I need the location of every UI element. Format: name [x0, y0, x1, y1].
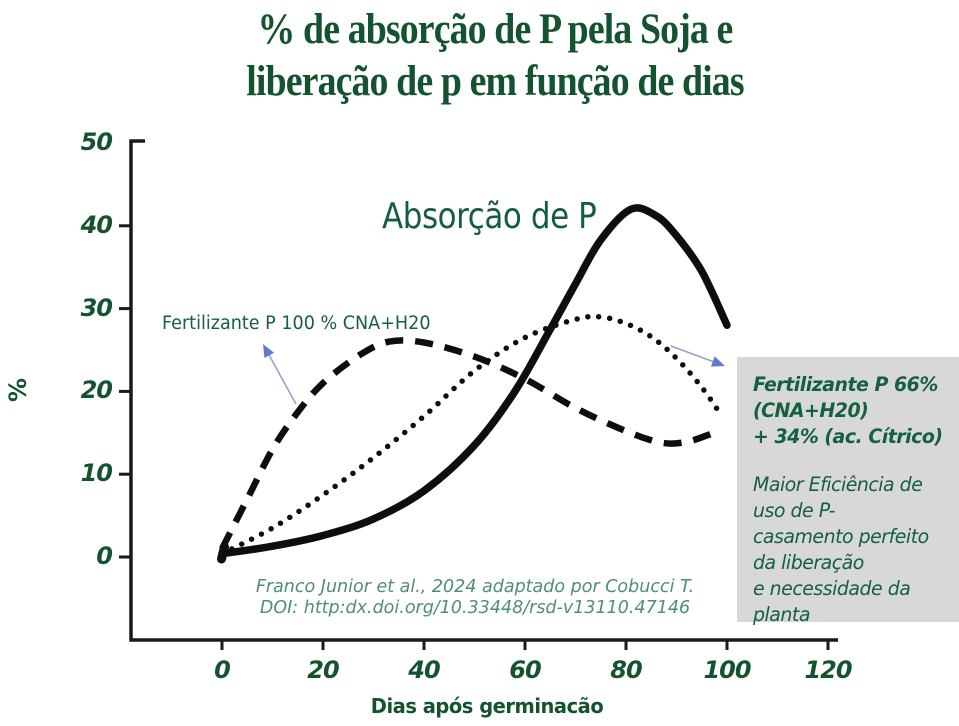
y-tick-label: 20	[80, 376, 113, 405]
curve-dotted	[219, 313, 725, 557]
dashed-curve-label: Fertilizante P 100 % CNA+H20	[162, 313, 431, 334]
chart-title-line2: liberação de p em função de dias	[246, 58, 744, 105]
absorption-curve-label: Absorção de P	[382, 196, 597, 237]
x-tick-label: 40	[408, 656, 440, 684]
x-tick-label: 60	[509, 656, 541, 684]
x-tick-label: 0	[214, 656, 231, 684]
x-tick-label: 120	[804, 656, 852, 684]
arrow-to-dashed-label-head	[263, 344, 275, 359]
solid-curve-start-cap	[217, 542, 229, 564]
chart-title: % de absorção de P pela Soja e liberação…	[30, 4, 959, 108]
annotation-box-italic-text: Maior Eficiência de uso de P- casamento …	[753, 473, 929, 626]
y-tick-label: 30	[80, 293, 113, 322]
y-tick-label: 40	[80, 210, 113, 239]
x-tick-label: 100	[703, 656, 751, 684]
arrow-to-annotation-box-head	[710, 356, 725, 367]
citation-line1: Franco Junior et al., 2024 adaptado por …	[255, 577, 695, 597]
arrow-to-dashed-label-line	[268, 355, 297, 405]
x-tick-label: 80	[610, 656, 642, 684]
x-axis-title: Dias após germinacão	[370, 694, 604, 718]
annotation-box-bold-text: Fertilizante P 66% (CNA+H20) + 34% (ac. …	[753, 373, 943, 448]
citation-line2: DOI: http:dx.doi.org/10.33448/rsd-v13110…	[259, 598, 691, 618]
citation: Franco Junior et al., 2024 adaptado por …	[230, 577, 720, 619]
arrow-to-annotation-box-line	[670, 345, 714, 363]
chart-title-line1: % de absorção de P pela Soja e	[257, 6, 734, 53]
x-tick-label: 20	[307, 656, 339, 684]
y-tick-label: 10	[80, 459, 113, 488]
y-tick-label: 0	[96, 542, 113, 570]
y-tick-label: 50	[80, 128, 113, 156]
curve-solid	[218, 204, 731, 558]
curve-dashed	[219, 337, 713, 551]
annotation-box: Fertilizante P 66% (CNA+H20) + 34% (ac. …	[737, 357, 959, 626]
